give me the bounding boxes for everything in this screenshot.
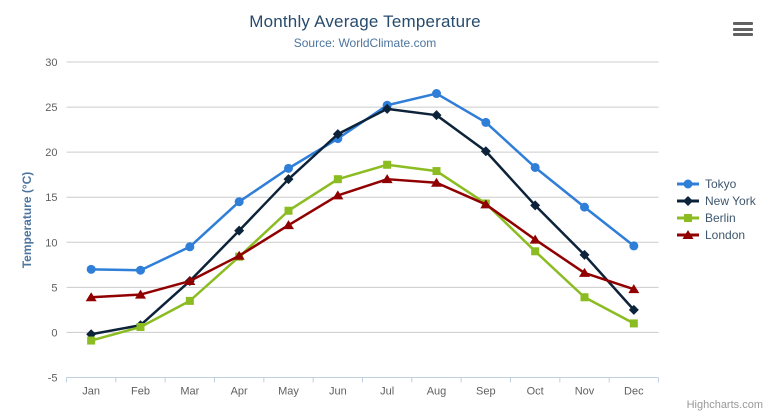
data-point-new-york[interactable] xyxy=(628,304,639,315)
data-point-london[interactable] xyxy=(332,190,344,200)
data-point-london[interactable] xyxy=(381,174,393,184)
data-point-new-york[interactable] xyxy=(283,174,294,185)
context-menu-button[interactable] xyxy=(731,20,755,38)
data-point-london[interactable] xyxy=(233,250,245,260)
data-point-berlin[interactable] xyxy=(383,160,392,169)
x-axis-label: Jun xyxy=(329,386,347,398)
data-point-tokyo[interactable] xyxy=(432,89,441,99)
y-axis-label: 0 xyxy=(51,327,57,339)
series-line-berlin xyxy=(89,163,636,342)
data-point-berlin[interactable] xyxy=(284,206,293,215)
legend-diamond-icon xyxy=(677,195,699,206)
data-point-london[interactable] xyxy=(579,267,590,277)
x-axis-label: Feb xyxy=(131,386,150,398)
y-axis-label: 20 xyxy=(45,147,57,159)
data-point-new-york[interactable] xyxy=(234,225,245,236)
data-point-tokyo[interactable] xyxy=(580,202,589,212)
chart-title: Monthly Average Temperature xyxy=(249,12,481,31)
data-point-new-york[interactable] xyxy=(332,129,343,140)
data-point-new-york[interactable] xyxy=(382,103,393,114)
data-point-berlin[interactable] xyxy=(580,293,589,302)
data-point-london[interactable] xyxy=(480,199,492,209)
data-point-london[interactable] xyxy=(283,220,294,230)
x-axis-label: Dec xyxy=(624,386,644,398)
legend-item-new-york[interactable]: New York xyxy=(676,192,756,209)
data-point-tokyo[interactable] xyxy=(234,197,244,207)
y-axis-label: 5 xyxy=(51,282,57,294)
data-point-tokyo[interactable] xyxy=(530,162,540,172)
x-axis-label: Nov xyxy=(575,386,595,398)
series-line-tokyo xyxy=(89,92,636,272)
data-point-london[interactable] xyxy=(184,276,196,286)
legend-triangle-icon xyxy=(677,229,699,239)
y-axis-title: Temperature (°C) xyxy=(20,171,34,269)
y-axis-label: 25 xyxy=(45,102,57,114)
data-point-tokyo[interactable] xyxy=(481,117,491,127)
data-point-berlin[interactable] xyxy=(333,175,342,184)
series-line-london xyxy=(89,177,636,299)
data-point-tokyo[interactable] xyxy=(629,241,639,251)
data-point-new-york[interactable] xyxy=(530,200,541,211)
x-axis-label: Oct xyxy=(527,386,544,398)
data-point-berlin[interactable] xyxy=(432,167,441,176)
data-point-tokyo[interactable] xyxy=(86,264,96,274)
data-point-tokyo[interactable] xyxy=(136,265,145,275)
y-axis-label: -5 xyxy=(48,373,58,385)
series-line-new-york xyxy=(89,107,636,336)
hamburger-menu-icon xyxy=(733,27,753,31)
data-point-tokyo[interactable] xyxy=(185,242,195,252)
legend-marker-triangle xyxy=(682,229,694,239)
data-point-berlin[interactable] xyxy=(629,319,638,328)
legend-square-icon xyxy=(677,213,699,222)
data-point-berlin[interactable] xyxy=(531,247,540,256)
data-point-london[interactable] xyxy=(529,234,541,244)
x-axis-label: Mar xyxy=(180,386,199,398)
legend-circle-icon xyxy=(677,179,699,188)
y-axis-label: 10 xyxy=(45,237,57,249)
data-point-berlin[interactable] xyxy=(136,323,145,332)
hamburger-menu-icon xyxy=(733,22,753,25)
data-point-london[interactable] xyxy=(628,284,640,294)
x-axis-label: Jul xyxy=(380,386,394,398)
hamburger-menu-icon xyxy=(733,33,753,36)
x-axis-label: Sep xyxy=(476,386,496,398)
legend-item-london[interactable]: London xyxy=(676,226,756,243)
legend-label: Tokyo xyxy=(705,176,737,191)
data-point-new-york[interactable] xyxy=(480,146,491,157)
legend: Tokyo New York Berlin London xyxy=(676,175,756,243)
data-point-london[interactable] xyxy=(85,292,97,302)
data-point-new-york[interactable] xyxy=(579,249,590,260)
data-point-tokyo[interactable] xyxy=(284,163,293,173)
legend-item-berlin[interactable]: Berlin xyxy=(676,209,756,226)
x-axis-label: Aug xyxy=(427,386,447,398)
chart-subtitle: Source: WorldClimate.com xyxy=(293,36,437,50)
data-point-london[interactable] xyxy=(431,177,442,187)
data-point-berlin[interactable] xyxy=(185,296,194,305)
y-axis-label: 30 xyxy=(45,57,57,69)
legend-label: New York xyxy=(705,193,756,208)
x-axis-label: Jan xyxy=(82,386,100,398)
legend-label: Berlin xyxy=(705,210,736,225)
x-axis-label: May xyxy=(278,386,299,398)
data-point-london[interactable] xyxy=(135,289,146,299)
legend-marker-diamond xyxy=(683,195,693,206)
legend-marker-circle xyxy=(683,179,693,188)
data-point-new-york[interactable] xyxy=(431,110,442,121)
legend-item-tokyo[interactable]: Tokyo xyxy=(676,175,756,192)
credits-link[interactable]: Highcharts.com xyxy=(686,399,763,411)
y-axis-label: 15 xyxy=(45,192,57,204)
data-point-berlin[interactable] xyxy=(87,336,96,345)
legend-marker-square xyxy=(684,213,692,222)
x-axis-label: Apr xyxy=(231,386,248,398)
legend-label: London xyxy=(705,227,746,242)
